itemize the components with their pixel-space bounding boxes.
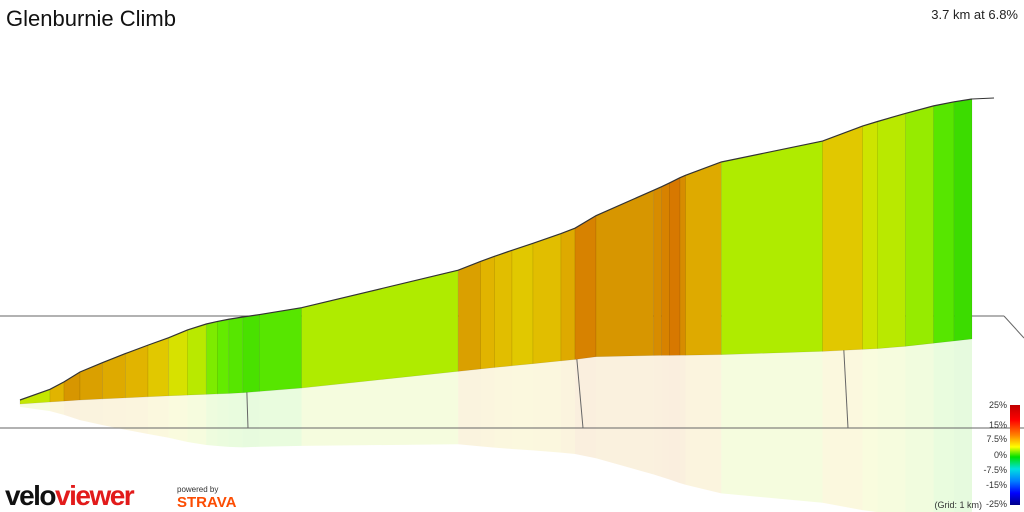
gradient-band	[205, 321, 218, 395]
scale-label: 0%	[993, 450, 1007, 460]
scale-label: -15%	[985, 480, 1007, 490]
gradient-color-scale	[1010, 405, 1020, 505]
gradient-band	[125, 344, 149, 399]
reflection-band	[187, 394, 207, 446]
gradient-band	[301, 269, 459, 389]
scale-label: 7.5%	[986, 434, 1007, 444]
gradient-band	[457, 261, 481, 372]
reflection-band	[168, 395, 188, 442]
profile-end-cap	[971, 97, 995, 100]
reflection-band	[721, 351, 823, 503]
gradient-band	[877, 113, 906, 349]
reflection-band	[685, 354, 722, 494]
reflection-band	[596, 355, 654, 475]
powered-by-label: powered by	[177, 485, 219, 494]
gradient-band	[217, 318, 230, 395]
veloviewer-logo: veloviewer	[5, 480, 135, 511]
gradient-band	[49, 381, 65, 403]
reflection-band	[822, 349, 863, 511]
reflection-band	[653, 355, 662, 477]
gradient-band	[494, 249, 513, 368]
reflection-band	[217, 393, 229, 447]
gradient-band	[79, 362, 103, 401]
scale-label: 25%	[988, 400, 1007, 410]
gradient-bands	[19, 98, 973, 405]
reflection-band	[102, 397, 126, 430]
reflection-band	[669, 355, 680, 484]
logo-velo-text: velo	[5, 480, 57, 511]
gradient-band	[560, 227, 576, 362]
reflection-band	[862, 348, 878, 512]
reflection-band	[228, 392, 243, 448]
reflection-band	[933, 340, 955, 512]
reflection-band	[575, 356, 596, 459]
gradient-band	[480, 255, 495, 370]
reflection-band	[512, 363, 533, 451]
gradient-band	[953, 98, 973, 342]
gradient-band	[187, 323, 207, 396]
gradient-band	[862, 121, 878, 350]
profile-top-line	[19, 98, 973, 401]
strava-logo: STRAVA	[177, 494, 237, 511]
reflection-band	[533, 360, 561, 453]
reflection-band	[680, 355, 686, 485]
reflection-band	[458, 368, 481, 447]
gradient-band	[905, 105, 934, 347]
grid-spacing-note: (Grid: 1 km)	[934, 500, 982, 510]
scale-label: -25%	[985, 499, 1007, 509]
reflection-band	[877, 346, 906, 512]
profile-outline	[19, 97, 995, 401]
reflection-band	[242, 391, 260, 448]
reflection-band	[661, 355, 670, 480]
gradient-band	[168, 329, 188, 397]
gradient-band	[102, 353, 126, 400]
reflection-band	[50, 401, 64, 415]
reflection-band	[125, 396, 148, 435]
reflection-band	[206, 393, 218, 447]
logo-viewer-text: viewer	[55, 480, 135, 511]
reflection-band	[480, 367, 495, 448]
reflection-band	[494, 365, 512, 449]
scale-label: -7.5%	[983, 465, 1007, 475]
gradient-band	[595, 189, 655, 358]
reflection-band	[561, 359, 575, 455]
reflection-band	[301, 371, 459, 446]
gradient-band	[679, 174, 686, 356]
powered-by-strava: powered by STRAVA	[177, 485, 237, 511]
scale-label: 15%	[988, 420, 1007, 430]
reflection-band	[954, 339, 972, 512]
chart-title: Glenburnie Climb	[6, 6, 176, 31]
gradient-band	[720, 140, 823, 355]
climb-summary: 3.7 km at 6.8%	[931, 7, 1018, 22]
gradient-band	[574, 215, 597, 360]
gradient-band	[685, 161, 722, 356]
gradient-band	[242, 314, 260, 394]
reflection-band	[20, 402, 50, 412]
gradient-band	[228, 316, 244, 394]
gradient-band	[653, 186, 662, 356]
gradient-band	[933, 101, 955, 344]
gradient-band	[147, 337, 170, 398]
gradient-band	[822, 125, 863, 352]
reflection-band	[80, 398, 103, 426]
reflection-band	[148, 395, 169, 438]
gradient-band	[511, 242, 534, 367]
profile-reflection	[20, 339, 972, 512]
reflection-band	[64, 400, 80, 421]
gradient-band	[532, 233, 562, 365]
gradient-band	[661, 182, 670, 356]
grid-line-edge	[1003, 315, 1024, 339]
gradient-band	[259, 307, 302, 392]
gradient-band	[669, 177, 681, 356]
reflection-band	[259, 388, 302, 447]
